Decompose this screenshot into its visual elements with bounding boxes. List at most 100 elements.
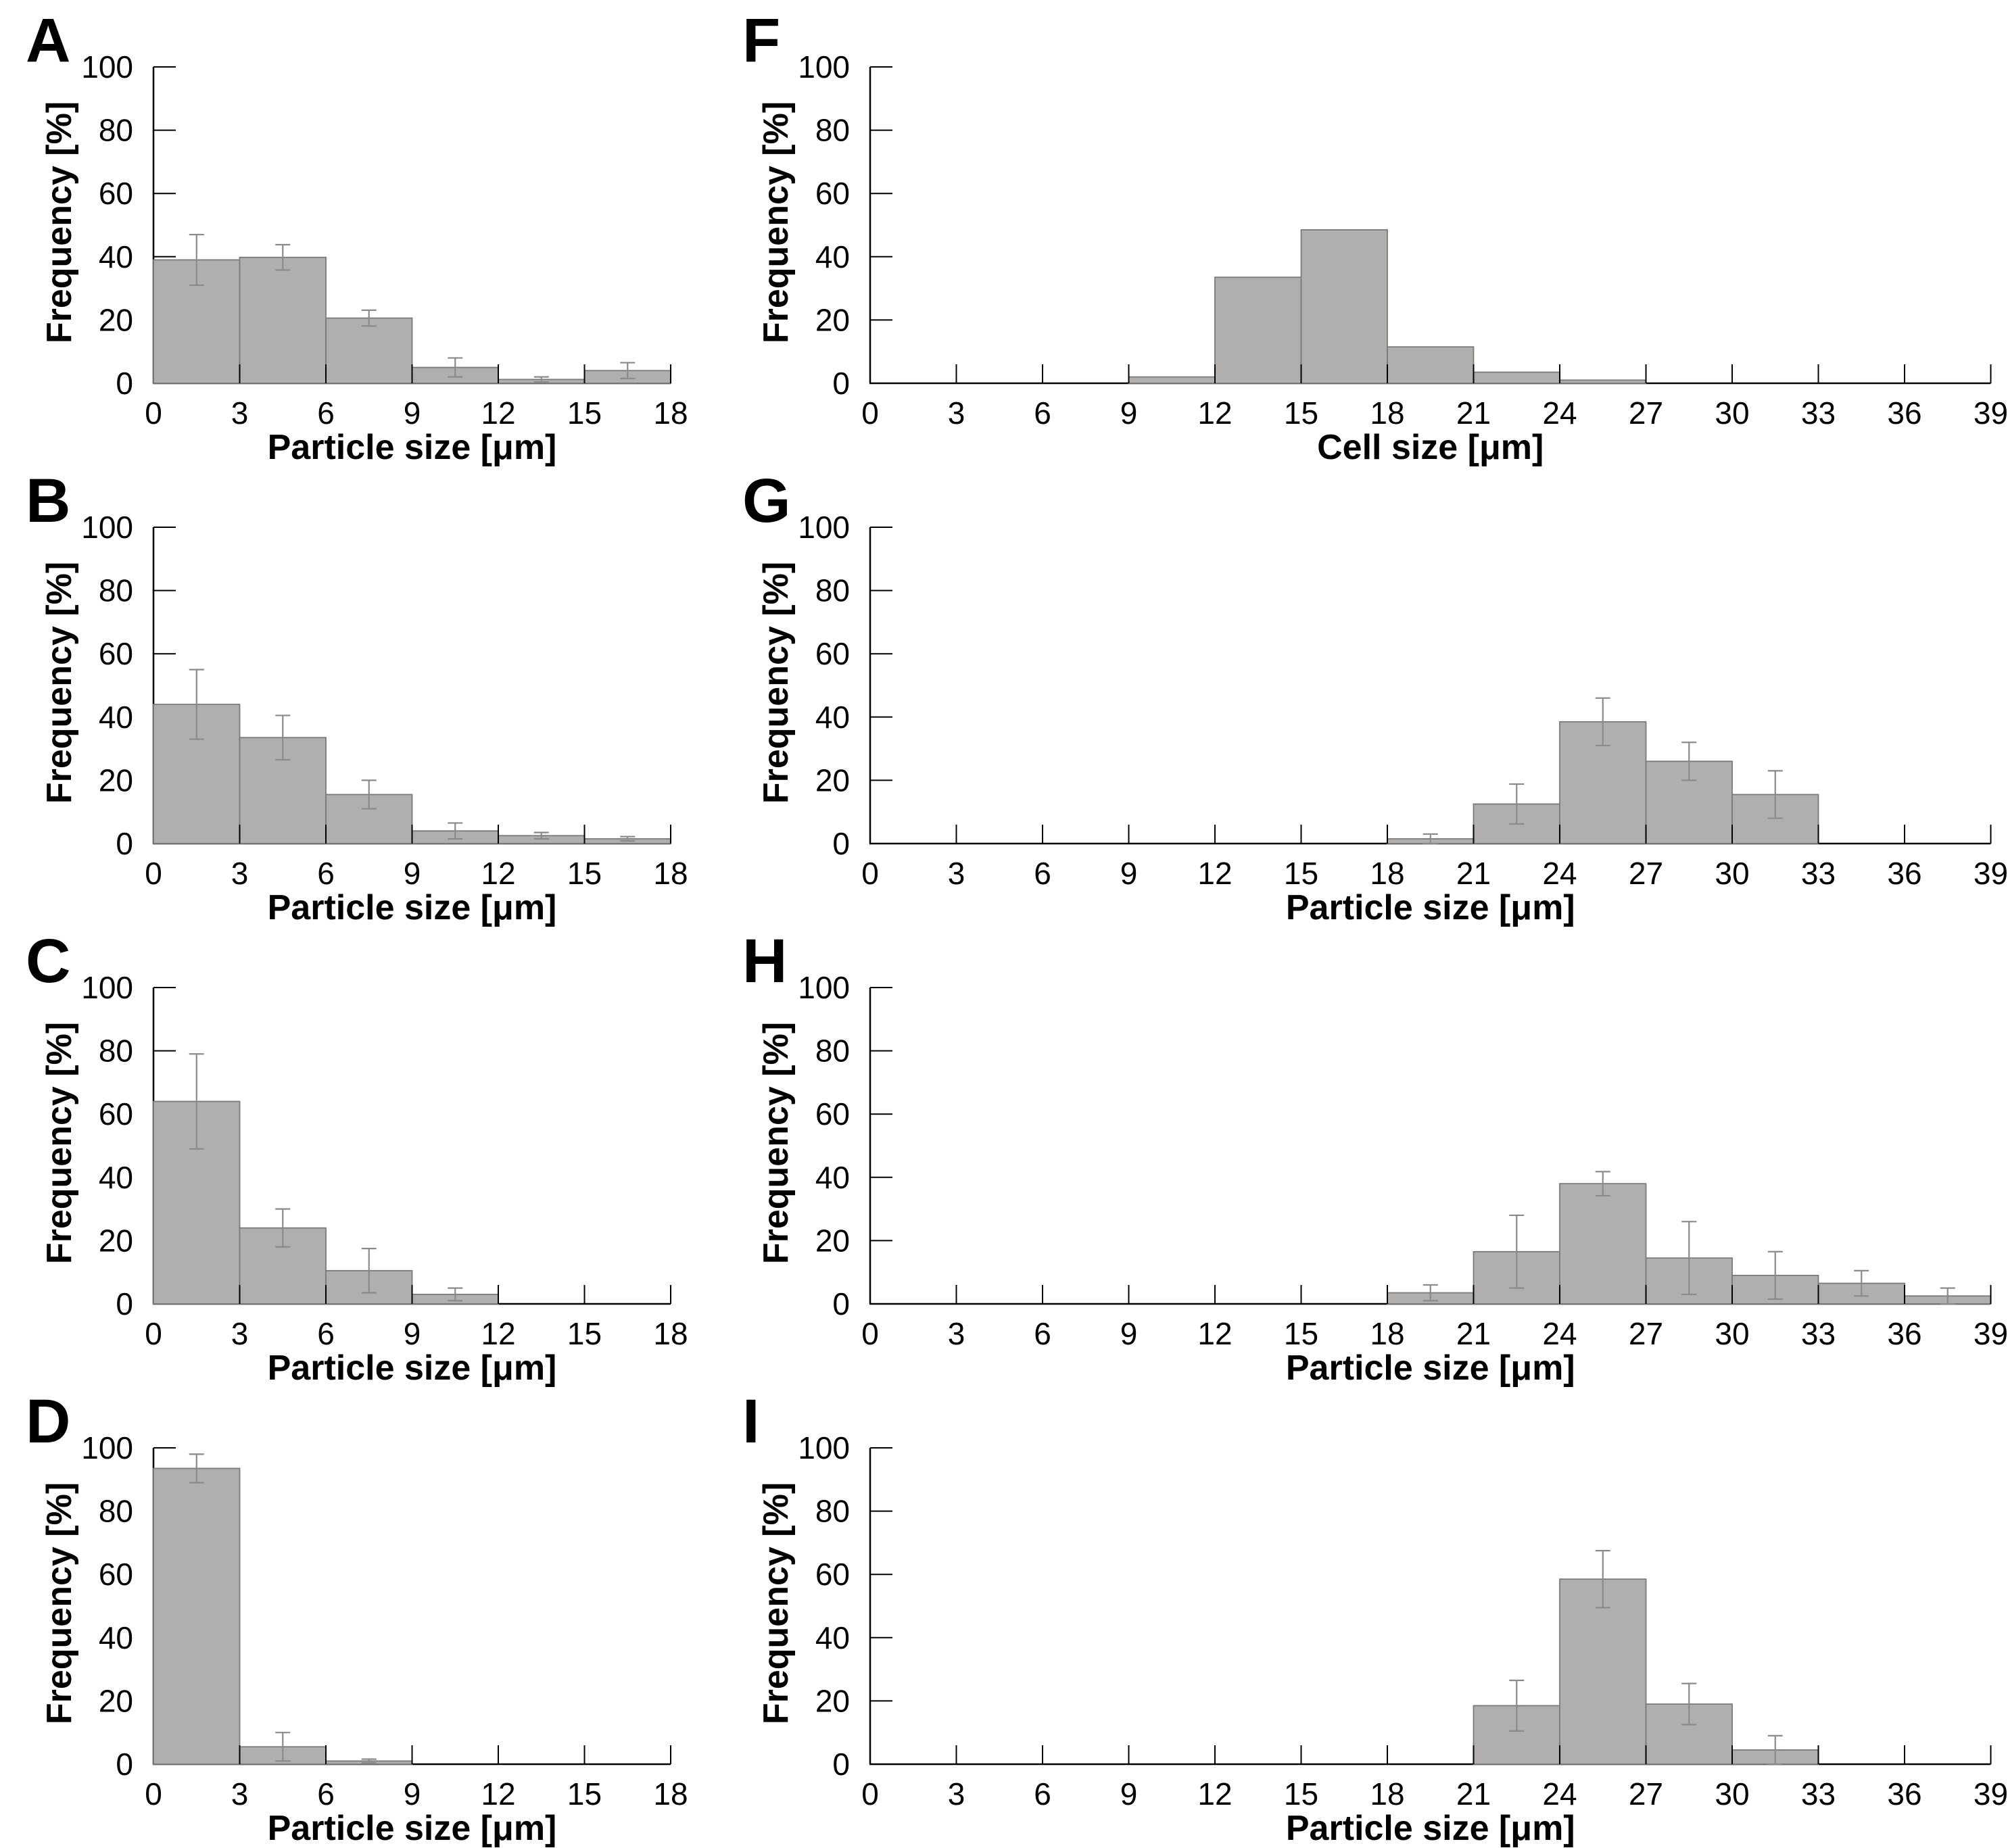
svg-text:0: 0 [145,395,162,431]
svg-text:3: 3 [231,1316,249,1351]
x-axis-title: Particle size [μm] [1285,888,1575,927]
panel-letter-a: A [26,6,71,75]
svg-text:36: 36 [1887,856,1921,891]
svg-text:12: 12 [1197,395,1232,431]
svg-text:21: 21 [1456,1316,1491,1351]
panel-d: D Frequency [%] Particle size [μm] 0 20 40… [0,1381,717,1846]
panel-letter-d: D [26,1387,71,1456]
svg-text:15: 15 [567,1776,602,1811]
svg-text:3: 3 [948,1316,965,1351]
svg-text:80: 80 [815,113,850,148]
panel-letter-g: G [742,466,791,535]
svg-text:18: 18 [653,395,688,431]
svg-text:20: 20 [99,1683,133,1718]
svg-text:18: 18 [1370,856,1404,891]
svg-text:20: 20 [815,302,850,337]
svg-text:12: 12 [481,1776,515,1811]
svg-text:20: 20 [815,1223,850,1258]
svg-text:24: 24 [1542,1776,1577,1811]
svg-text:0: 0 [116,1286,133,1321]
svg-text:0: 0 [832,826,850,861]
svg-text:15: 15 [567,856,602,891]
svg-text:60: 60 [815,1096,850,1132]
svg-text:0: 0 [145,856,162,891]
svg-text:40: 40 [815,239,850,274]
svg-text:9: 9 [404,1316,421,1351]
svg-text:21: 21 [1456,1776,1491,1811]
svg-text:100: 100 [81,510,133,545]
svg-text:33: 33 [1801,395,1836,431]
svg-text:80: 80 [99,113,133,148]
x-axis-title: Particle size [μm] [267,1348,557,1388]
histogram-plot-d: 0 20 40 60 80 100 0 3 6 9 12 15 18 [81,1430,688,1811]
panel-h: H Frequency [%] Particle size [μm] 0 20 40… [717,921,2008,1386]
svg-text:9: 9 [1120,395,1138,431]
svg-text:3: 3 [231,1776,249,1811]
svg-text:30: 30 [1715,1316,1749,1351]
x-axis-title: Cell size [μm] [1317,428,1544,467]
svg-text:100: 100 [81,1430,133,1465]
svg-text:9: 9 [1120,1776,1138,1811]
histogram-plot-b: 0 20 40 60 80 100 0 3 6 9 12 15 18 [81,510,688,891]
svg-text:6: 6 [317,395,335,431]
svg-text:60: 60 [99,176,133,211]
svg-text:100: 100 [798,49,850,84]
svg-text:0: 0 [832,366,850,401]
x-axis-title: Particle size [μm] [267,888,557,927]
svg-text:30: 30 [1715,395,1749,431]
svg-text:15: 15 [1284,1316,1318,1351]
svg-text:100: 100 [798,510,850,545]
svg-text:36: 36 [1887,1776,1921,1811]
svg-text:0: 0 [145,1316,162,1351]
svg-text:12: 12 [1197,856,1232,891]
svg-text:20: 20 [99,762,133,798]
svg-text:36: 36 [1887,1316,1921,1351]
svg-text:6: 6 [1034,856,1051,891]
svg-text:24: 24 [1542,1316,1577,1351]
svg-text:6: 6 [1034,1316,1051,1351]
svg-text:100: 100 [81,970,133,1005]
svg-text:18: 18 [1370,1316,1404,1351]
svg-text:40: 40 [815,1160,850,1195]
svg-text:24: 24 [1542,395,1577,431]
svg-text:3: 3 [231,395,249,431]
histogram-plot-a: 0 20 40 60 80 100 0 3 6 9 12 15 18 [81,49,688,431]
panel-g: G Frequency [%] Particle size [μm] 0 20 40… [717,460,2008,925]
svg-text:12: 12 [1197,1316,1232,1351]
histogram-plot-c: 0 20 40 60 80 100 0 3 6 9 12 15 18 [81,970,688,1351]
svg-text:24: 24 [1542,856,1577,891]
x-axis-title: Particle size [μm] [1285,1809,1575,1848]
svg-text:0: 0 [145,1776,162,1811]
svg-text:40: 40 [99,239,133,274]
svg-text:30: 30 [1715,1776,1749,1811]
panel-b: B Frequency [%] Particle size [μm] 0 20 40… [0,460,717,925]
svg-text:3: 3 [948,395,965,431]
svg-text:18: 18 [653,1776,688,1811]
svg-text:100: 100 [81,49,133,84]
svg-text:60: 60 [815,1557,850,1592]
svg-text:27: 27 [1629,856,1663,891]
svg-text:27: 27 [1629,1316,1663,1351]
panel-letter-f: F [742,6,781,75]
svg-text:15: 15 [1284,1776,1318,1811]
svg-text:20: 20 [815,762,850,798]
svg-text:6: 6 [317,1316,335,1351]
svg-text:9: 9 [404,1776,421,1811]
svg-text:6: 6 [317,1776,335,1811]
svg-text:36: 36 [1887,395,1921,431]
svg-text:3: 3 [231,856,249,891]
svg-text:39: 39 [1974,1776,2008,1811]
svg-text:18: 18 [653,856,688,891]
x-axis-title: Particle size [μm] [1285,1348,1575,1388]
svg-text:80: 80 [99,573,133,608]
svg-text:12: 12 [1197,1776,1232,1811]
svg-text:60: 60 [99,1096,133,1132]
svg-text:20: 20 [99,1223,133,1258]
svg-text:40: 40 [99,1620,133,1655]
svg-text:12: 12 [481,1316,515,1351]
svg-text:0: 0 [861,856,879,891]
